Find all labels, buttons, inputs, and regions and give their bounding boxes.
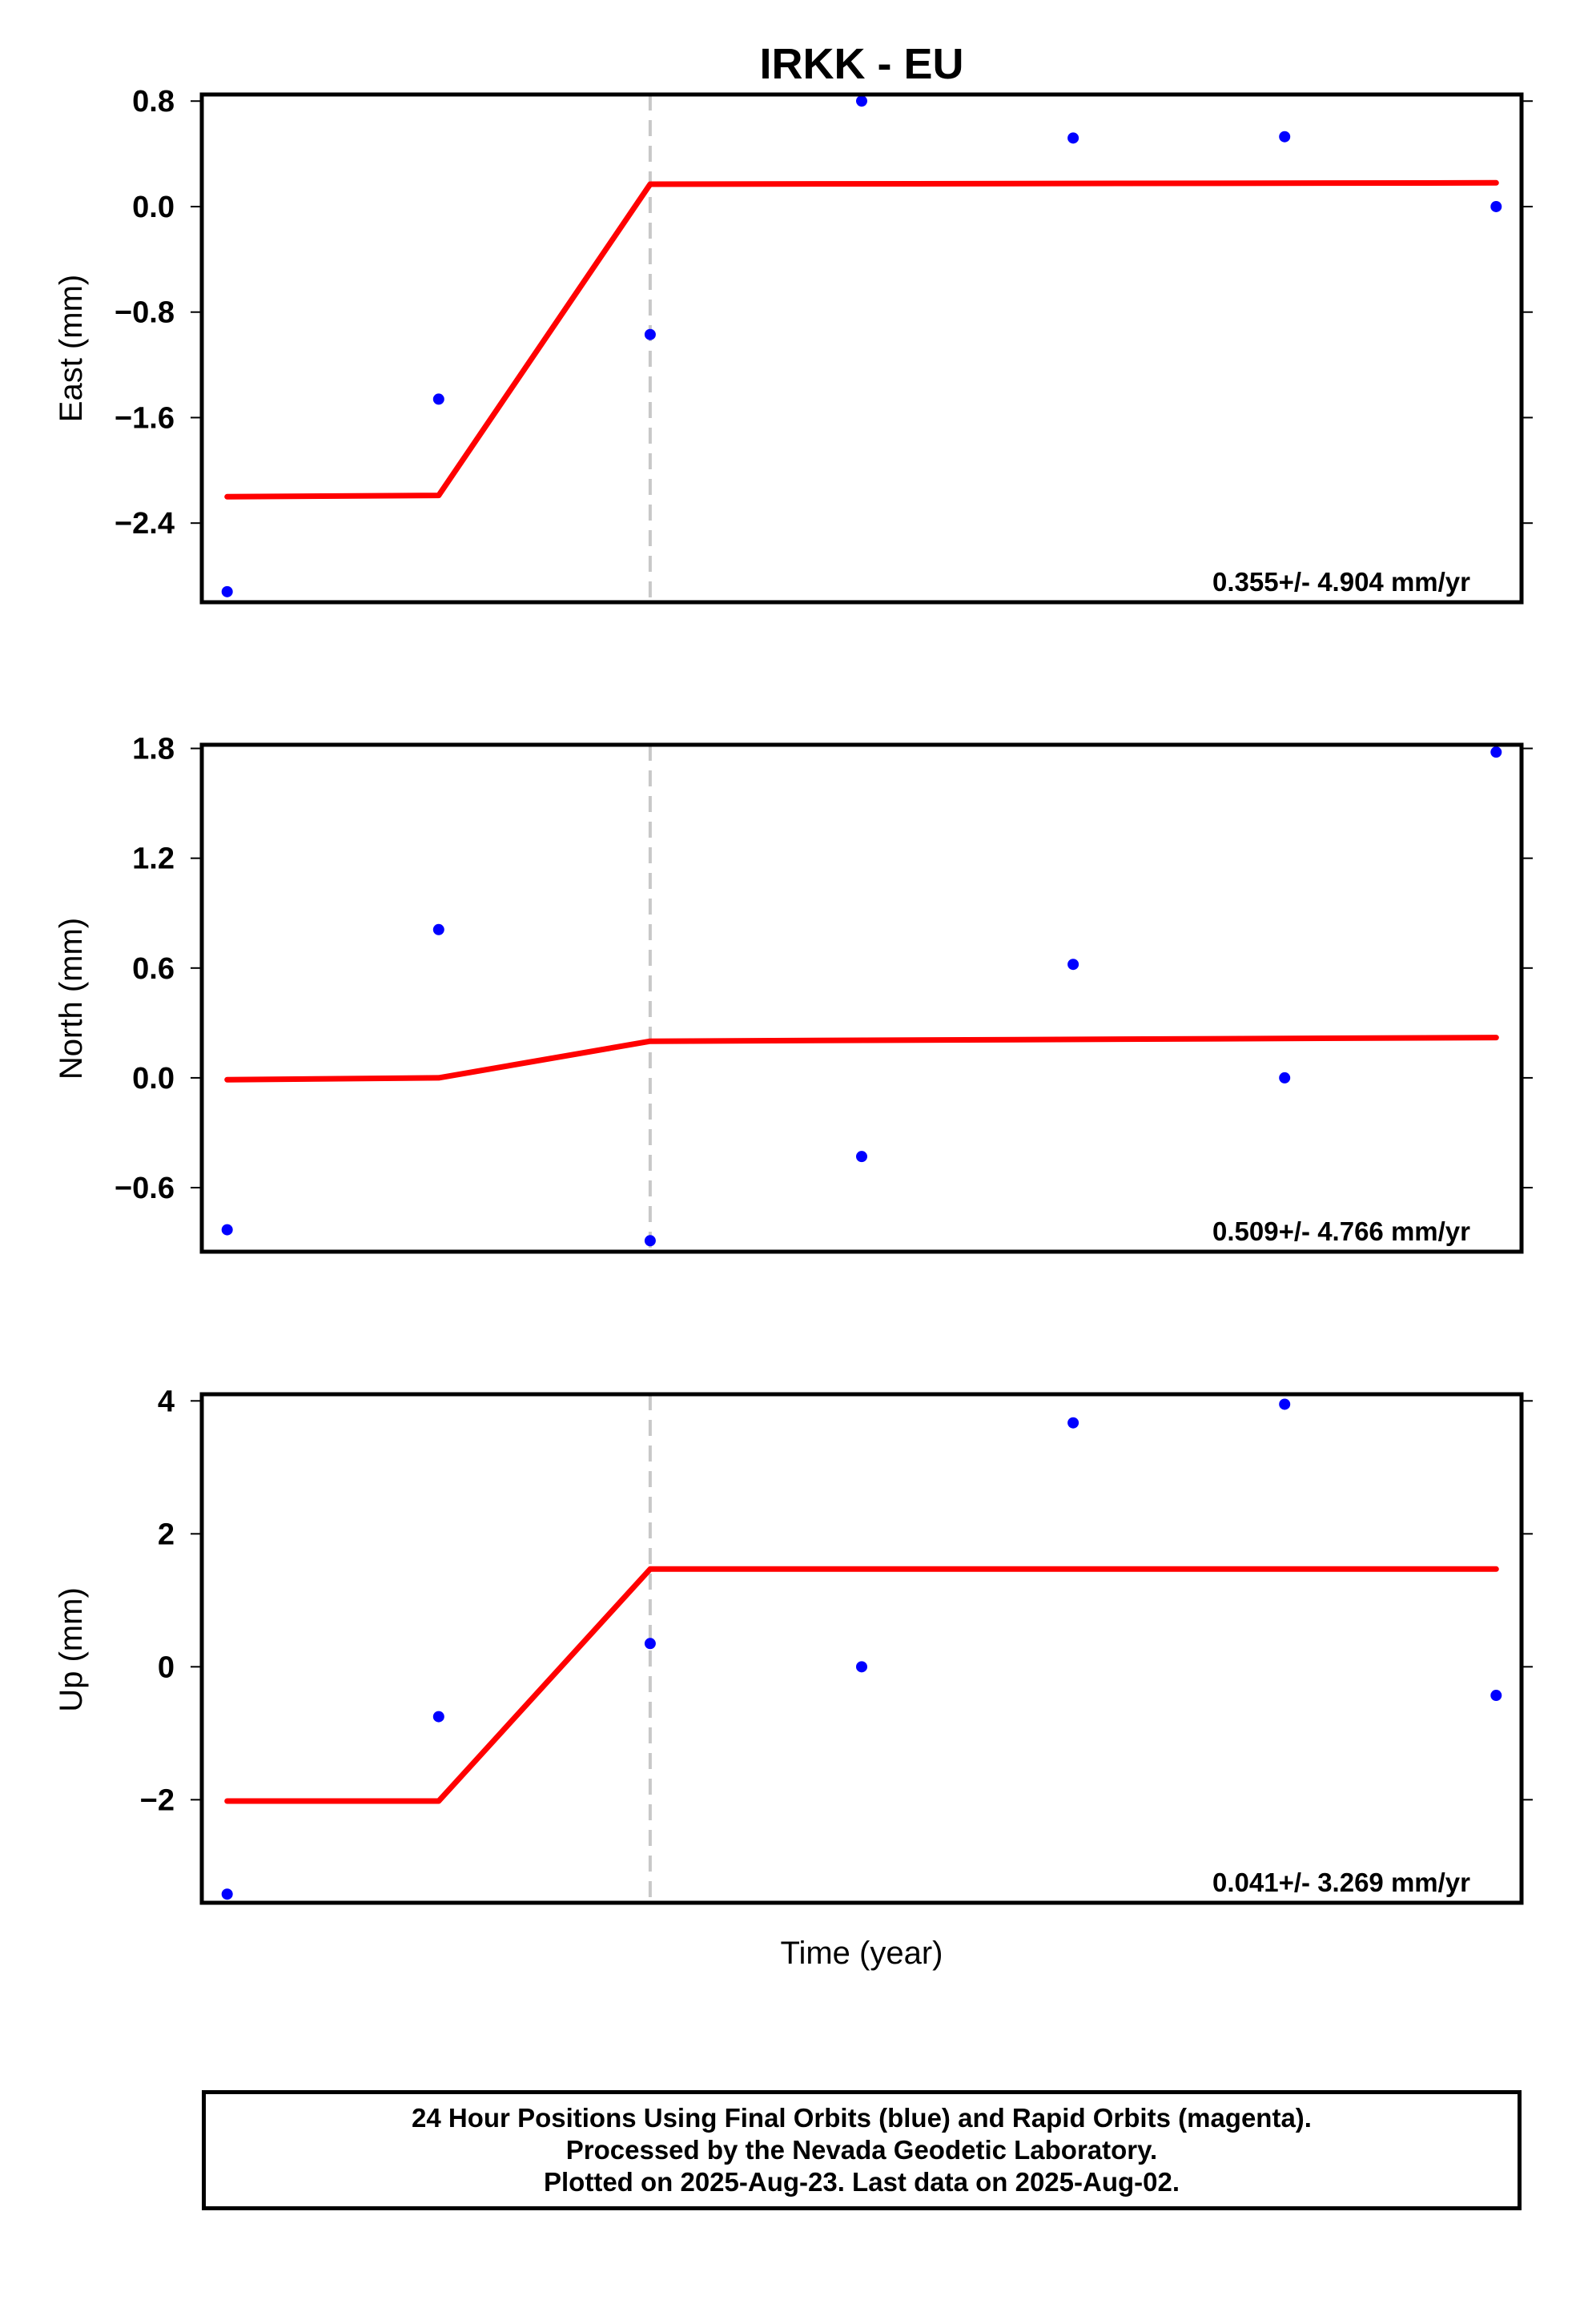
footer-line-2: Processed by the Nevada Geodetic Laborat… (565, 2135, 1158, 2165)
data-point (644, 1235, 656, 1247)
panels-layer: 0.8 0.0 −0.8 −1.6 −2.4 East (mm) 0.355+/- 4.90… (54, 85, 1533, 1905)
data-point (432, 923, 444, 935)
panel-1: 0.8 0.0 −0.8 −1.6 −2.4 East (mm) 0.355+/- 4.90… (54, 85, 1533, 605)
y-tick-label: 0 (158, 1651, 175, 1684)
footer-line-1: 24 Hour Positions Using Final Orbits (bl… (412, 2103, 1312, 2133)
y-tick-label: 1.8 (132, 733, 175, 766)
y-tick-label: −1.6 (115, 401, 175, 435)
fit-line (224, 179, 1499, 500)
data-point (221, 1224, 233, 1236)
data-point (221, 585, 233, 597)
panel-2: 1.8 1.2 0.6 0.0 −0.6 North (mm) 0.509+/- 4.766… (54, 733, 1533, 1254)
x-axis-label: Time (year) (781, 1936, 943, 1971)
fit-line (224, 1035, 1499, 1083)
data-point (1490, 200, 1502, 212)
plot-frame (199, 742, 1524, 1254)
y-tick-label: 2 (158, 1518, 175, 1551)
data-point (1067, 1417, 1079, 1429)
y-tick-label: 0.8 (132, 85, 175, 119)
data-point (1490, 1690, 1502, 1702)
y-tick-label: −2.4 (115, 507, 175, 541)
data-point (1279, 1072, 1291, 1084)
rate-annotation: 0.041+/- 3.269 mm/yr (1212, 1868, 1470, 1897)
footer-line-3: Plotted on 2025-Aug-23. Last data on 202… (544, 2167, 1180, 2197)
data-point (644, 328, 656, 340)
data-point (1279, 1398, 1291, 1410)
data-point (856, 1661, 867, 1673)
y-tick-label: 4 (158, 1385, 175, 1418)
data-point (432, 393, 444, 405)
data-point (856, 1151, 867, 1163)
rate-annotation: 0.509+/- 4.766 mm/yr (1212, 1216, 1470, 1246)
y-axis-label: North (mm) (54, 918, 89, 1080)
y-tick-label: 0.0 (132, 1062, 175, 1096)
y-axis-label: East (mm) (54, 275, 89, 422)
fit-line (224, 1566, 1499, 1804)
y-axis-label: Up (mm) (54, 1587, 89, 1712)
y-tick-label: 1.2 (132, 842, 175, 876)
processing-info-box: 24 Hour Positions Using Final Orbits (bl… (202, 2090, 1522, 2210)
y-tick-label: −0.6 (115, 1172, 175, 1205)
data-point (221, 1888, 233, 1900)
data-point (1279, 131, 1291, 143)
data-point (1067, 959, 1079, 971)
y-tick-label: −0.8 (115, 296, 175, 330)
data-point (856, 95, 867, 107)
y-tick-label: 0.0 (132, 191, 175, 224)
data-point (432, 1711, 444, 1723)
data-point (644, 1638, 656, 1650)
y-tick-label: 0.6 (132, 952, 175, 986)
y-tick-label: −2 (140, 1783, 175, 1817)
chart-title: IRKK - EU (760, 40, 964, 88)
plot-frame (199, 1392, 1524, 1905)
data-point (1490, 746, 1502, 758)
data-point (1067, 132, 1079, 144)
rate-annotation: 0.355+/- 4.904 mm/yr (1212, 567, 1470, 597)
plot-frame (199, 92, 1524, 605)
panel-3: 4 2 0 −2 Up (mm) 0.041+/- 3.269 mm/yr (54, 1385, 1533, 1905)
